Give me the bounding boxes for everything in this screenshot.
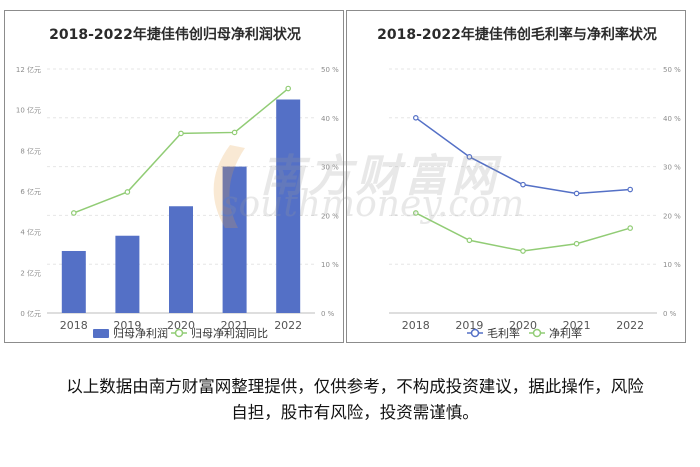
legend-label-net-profit-yoy: 归母净利润同比: [191, 326, 268, 340]
y-right-tick-label: 0 %: [663, 310, 677, 318]
legend-net-marker: [532, 328, 542, 338]
net-profit-yoy-point: [178, 130, 184, 137]
gross-margin-point: [466, 154, 473, 160]
legend-bar-swatch: [93, 329, 109, 338]
right-y-axis-right-ticks: 0 % 10 % 20 % 30 % 40 % 50 %: [663, 66, 681, 318]
right-x-axis-ticks: 2018 2019 2020 2021 2022: [402, 319, 644, 332]
net-profit-bar: [169, 206, 193, 313]
y-right-tick-label: 20 %: [663, 212, 681, 220]
net-margin-point: [520, 248, 526, 254]
net-profit-yoy-point: [71, 210, 77, 216]
y-left-tick-label: 2 亿元: [20, 268, 41, 277]
left-x-axis-ticks: 2018 2019 2020 2021 2022: [60, 319, 302, 332]
x-tick-label: 2020: [509, 319, 537, 332]
legend-label-gross-margin: 毛利率: [487, 326, 520, 340]
x-tick-label: 2021: [221, 319, 249, 332]
net-profit-yoy-line: [73, 87, 289, 214]
left-chart-panel: 2018-2022年捷佳伟创归母净利润状况 0 亿元 2 亿元 4 亿元 6 亿元 8 …: [4, 10, 344, 343]
y-left-tick-label: 0 亿元: [20, 309, 41, 318]
net-profit-yoy-point: [124, 189, 131, 195]
net-margin-point: [413, 210, 419, 216]
y-left-tick-label: 8 亿元: [20, 146, 41, 155]
x-tick-label: 2020: [167, 319, 195, 332]
x-tick-label: 2022: [274, 319, 302, 332]
net-profit-bar: [61, 250, 86, 313]
legend-gross-marker: [470, 328, 480, 338]
left-line-series: [71, 85, 292, 216]
y-right-tick-label: 50 %: [321, 66, 339, 74]
gross-margin-point: [413, 115, 419, 121]
left-bar-series: [61, 99, 301, 313]
net-margin-line: [415, 212, 631, 252]
y-left-tick-label: 12 亿元: [16, 65, 41, 74]
legend-label-net-profit: 归母净利润: [113, 326, 168, 340]
left-chart-title: 2018-2022年捷佳伟创归母净利润状况: [49, 26, 301, 43]
y-right-tick-label: 30 %: [321, 164, 339, 172]
x-tick-label: 2022: [616, 319, 644, 332]
y-left-tick-label: 10 亿元: [16, 106, 41, 115]
y-right-tick-label: 20 %: [321, 212, 339, 220]
net-profit-yoy-point: [231, 129, 238, 136]
net-profit-bar: [222, 166, 247, 313]
right-gridlines: [389, 68, 657, 314]
right-chart-panel: 2018-2022年捷佳伟创毛利率与净利率状况 0 % 10 % 20 % 30 % 4…: [346, 10, 686, 343]
net-profit-bar: [115, 235, 140, 313]
y-left-tick-label: 4 亿元: [20, 228, 41, 237]
y-left-tick-label: 6 亿元: [20, 187, 41, 196]
disclaimer-text: 以上数据由南方财富网整理提供，仅供参考，不构成投资建议，据此操作，风险自担，股市…: [66, 377, 644, 422]
left-chart-svg: 2018-2022年捷佳伟创归母净利润状况 0 亿元 2 亿元 4 亿元 6 亿元 8 …: [16, 26, 339, 340]
x-tick-label: 2021: [563, 319, 591, 332]
y-right-tick-label: 0 %: [321, 310, 335, 318]
right-legend: 毛利率 净利率: [467, 326, 582, 340]
y-right-tick-label: 40 %: [663, 115, 681, 123]
gross-margin-point: [573, 190, 580, 197]
legend-label-net-margin: 净利率: [549, 326, 582, 340]
right-line-series: [413, 115, 634, 254]
y-right-tick-label: 40 %: [321, 115, 339, 123]
gross-margin-point: [520, 181, 526, 188]
left-y-axis-right-ticks: 0 % 10 % 20 % 30 % 40 % 50 %: [321, 66, 339, 318]
y-right-tick-label: 30 %: [663, 164, 681, 172]
y-right-tick-label: 50 %: [663, 66, 681, 74]
y-right-tick-label: 10 %: [663, 261, 681, 269]
legend-line-marker: [174, 328, 184, 338]
x-tick-label: 2018: [60, 319, 88, 332]
net-profit-bar: [276, 99, 301, 313]
x-tick-label: 2019: [113, 319, 141, 332]
net-margin-point: [466, 237, 473, 244]
x-tick-label: 2018: [402, 319, 430, 332]
right-chart-svg: 2018-2022年捷佳伟创毛利率与净利率状况 0 % 10 % 20 % 30 % 4…: [377, 26, 681, 340]
net-margin-point: [573, 240, 580, 247]
left-legend: 归母净利润 归母净利润同比: [93, 326, 268, 340]
x-tick-label: 2019: [455, 319, 483, 332]
right-chart-title: 2018-2022年捷佳伟创毛利率与净利率状况: [377, 26, 657, 43]
gross-margin-point: [627, 186, 634, 193]
net-margin-point: [627, 225, 634, 231]
left-y-axis-left-ticks: 0 亿元 2 亿元 4 亿元 6 亿元 8 亿元 10 亿元 12 亿元: [16, 65, 41, 318]
y-right-tick-label: 10 %: [321, 261, 339, 269]
net-profit-yoy-point: [285, 85, 292, 92]
